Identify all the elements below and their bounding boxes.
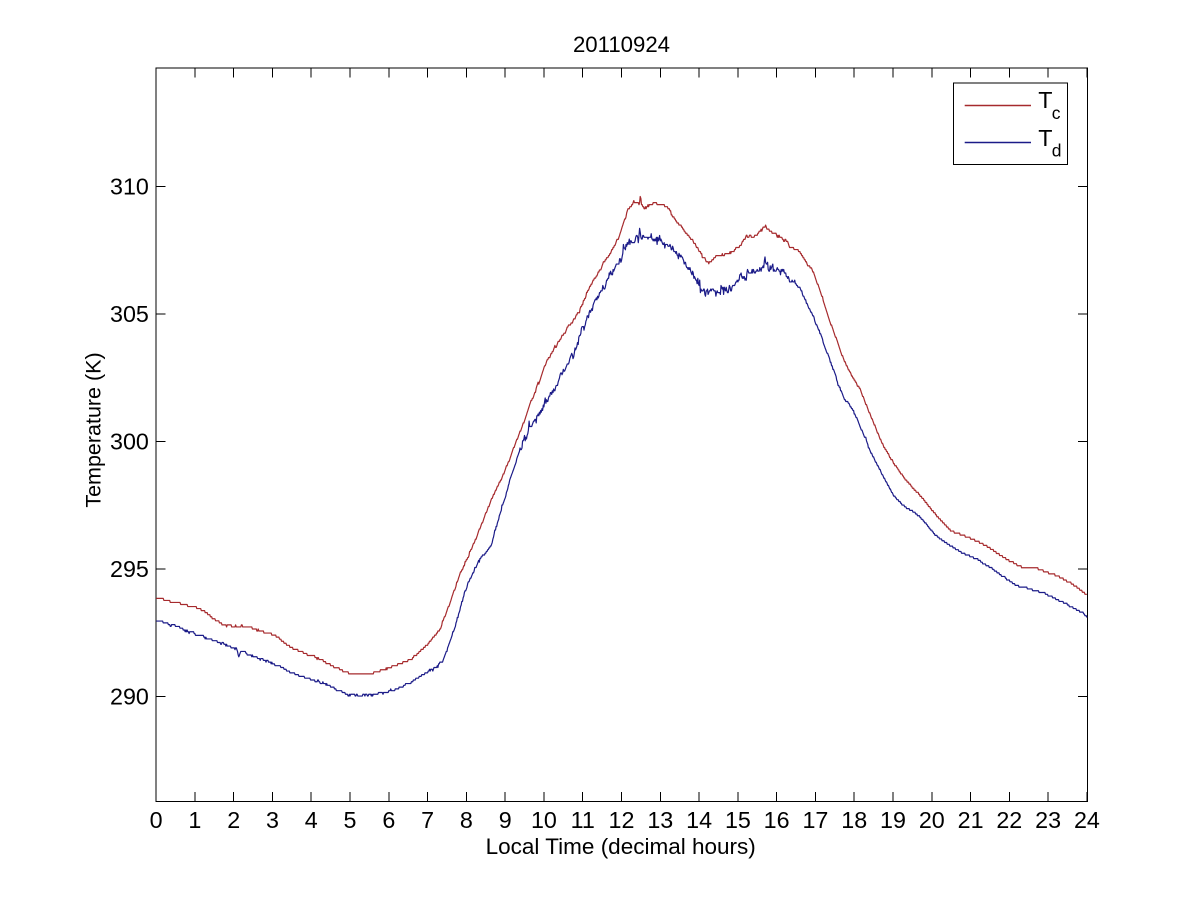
svg-text:18: 18 xyxy=(841,807,867,833)
svg-text:17: 17 xyxy=(802,807,828,833)
svg-text:11: 11 xyxy=(571,807,595,833)
svg-text:12: 12 xyxy=(609,807,635,833)
svg-text:20110924: 20110924 xyxy=(573,32,670,57)
svg-text:20: 20 xyxy=(919,807,945,833)
svg-text:Local Time (decimal hours): Local Time (decimal hours) xyxy=(486,834,756,859)
svg-text:8: 8 xyxy=(460,807,473,833)
svg-text:9: 9 xyxy=(499,807,512,833)
svg-text:6: 6 xyxy=(382,807,395,833)
svg-text:4: 4 xyxy=(305,807,318,833)
svg-text:16: 16 xyxy=(764,807,790,833)
svg-text:290: 290 xyxy=(110,684,149,710)
svg-text:300: 300 xyxy=(110,429,149,455)
svg-text:19: 19 xyxy=(880,807,906,833)
svg-text:22: 22 xyxy=(996,807,1022,833)
svg-text:10: 10 xyxy=(531,807,557,833)
svg-text:14: 14 xyxy=(686,807,712,833)
svg-text:1: 1 xyxy=(188,807,201,833)
svg-text:21: 21 xyxy=(958,807,984,833)
svg-text:c: c xyxy=(1052,103,1061,123)
svg-text:T: T xyxy=(1038,87,1052,113)
svg-text:2: 2 xyxy=(227,807,240,833)
svg-text:d: d xyxy=(1052,140,1062,160)
svg-text:23: 23 xyxy=(1035,807,1061,833)
svg-text:305: 305 xyxy=(110,301,149,327)
svg-text:0: 0 xyxy=(150,807,163,833)
svg-text:15: 15 xyxy=(725,807,751,833)
svg-text:5: 5 xyxy=(344,807,357,833)
svg-text:13: 13 xyxy=(647,807,673,833)
svg-text:T: T xyxy=(1038,125,1052,151)
svg-text:310: 310 xyxy=(110,174,149,200)
svg-text:7: 7 xyxy=(421,807,434,833)
svg-text:3: 3 xyxy=(266,807,279,833)
svg-text:Temperature (K): Temperature (K) xyxy=(82,352,106,507)
svg-text:295: 295 xyxy=(110,556,149,582)
svg-text:24: 24 xyxy=(1074,807,1100,833)
